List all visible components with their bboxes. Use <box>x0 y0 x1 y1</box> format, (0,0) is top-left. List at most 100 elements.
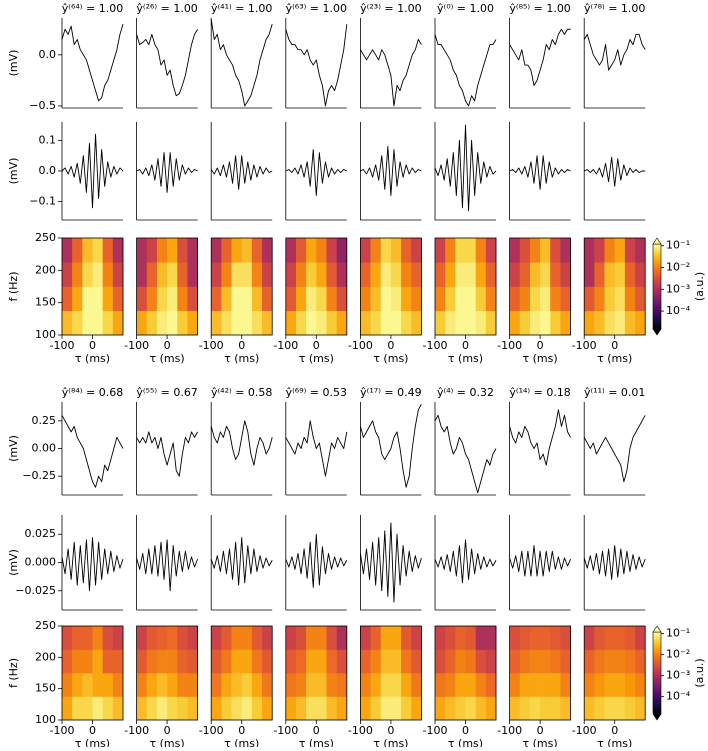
heat-cell <box>72 286 83 312</box>
colorbar-label: (a.u.) <box>693 658 706 687</box>
heat-cell <box>316 238 327 263</box>
heat-cell <box>475 286 487 312</box>
heat-cell <box>102 238 114 263</box>
heat-cell <box>92 673 103 697</box>
colorbar <box>652 631 662 715</box>
heat-cell <box>519 262 531 287</box>
trace <box>136 29 198 97</box>
heat-cell <box>262 626 273 650</box>
heat-cell <box>614 649 626 674</box>
heat-cell <box>221 238 232 263</box>
x-tick-label: 0 <box>89 724 96 737</box>
x-tick-label: 0 <box>238 339 245 352</box>
trace <box>434 414 497 494</box>
heat-cell <box>112 649 124 674</box>
heat-cell <box>295 673 307 697</box>
heat-cell <box>550 649 561 674</box>
heat-cell <box>635 286 646 312</box>
trace <box>434 34 497 107</box>
heat-cell <box>211 649 222 674</box>
heat-cell <box>560 626 571 650</box>
x-axis-label: τ (ms) <box>224 352 259 365</box>
heat-cell <box>370 696 382 721</box>
heat-cell <box>231 238 242 263</box>
heat-cell <box>167 286 178 312</box>
trace <box>210 537 273 586</box>
x-tick-label: -100 <box>348 339 373 352</box>
heat-cell <box>519 286 531 312</box>
heat-cell <box>604 286 615 312</box>
x-axis-label: τ (ms) <box>523 737 558 747</box>
heat-cell <box>136 696 148 721</box>
heat-cell <box>624 673 636 697</box>
heat-cell <box>519 649 531 674</box>
heat-cell <box>624 696 636 721</box>
heat-cell <box>624 262 636 287</box>
colorbar-tick-label: 10⁻² <box>666 648 690 661</box>
heat-cell <box>380 626 392 650</box>
heat-cell <box>306 649 317 674</box>
heat-cell <box>187 649 198 674</box>
heat-cell <box>455 238 466 263</box>
heat-cell <box>635 310 646 336</box>
x-tick-label: -100 <box>497 724 522 737</box>
heat-cell <box>411 238 422 263</box>
trace <box>434 539 497 584</box>
heat-cell <box>336 238 348 263</box>
heat-cell <box>370 286 382 312</box>
x-tick-label: 0 <box>238 724 245 737</box>
heat-cell <box>146 626 158 650</box>
heat-cell <box>411 286 422 312</box>
heat-cell <box>475 649 487 674</box>
heat-cell <box>465 238 476 263</box>
heat-cell <box>401 238 412 263</box>
heat-cell <box>316 286 327 312</box>
heat-cell <box>92 262 103 287</box>
y-tick-label: 0.025 <box>25 527 57 540</box>
heat-cell <box>156 262 168 287</box>
heat-cell <box>624 310 636 336</box>
heat-cell <box>136 238 148 263</box>
x-tick-label: -100 <box>572 339 597 352</box>
heat-cell <box>445 238 456 263</box>
heat-cell <box>509 673 521 697</box>
heat-cell <box>241 310 253 336</box>
trace <box>583 415 646 483</box>
x-tick-label: 0 <box>89 339 96 352</box>
y-tick-label: 150 <box>35 682 56 695</box>
heat-cell <box>102 286 114 312</box>
heat-cell <box>92 286 103 312</box>
heat-cell <box>102 626 114 650</box>
heat-cell <box>285 696 297 721</box>
heat-cell <box>146 673 158 697</box>
heat-cell <box>390 696 402 721</box>
heat-cell <box>411 626 422 650</box>
heat-cell <box>241 626 253 650</box>
heat-cell <box>262 286 273 312</box>
heat-cell <box>485 649 497 674</box>
y-tick-label: 250 <box>35 619 56 632</box>
heat-cell <box>529 649 541 674</box>
heat-cell <box>370 673 382 697</box>
x-tick-label: 0 <box>164 724 171 737</box>
heat-cell <box>401 673 412 697</box>
panel-title: ŷ⁽⁴²⁾ = 0.58 <box>211 386 272 399</box>
heat-cell <box>82 696 93 721</box>
x-tick-label: -100 <box>199 339 224 352</box>
heat-cell <box>295 238 307 263</box>
heat-cell <box>550 238 561 263</box>
y-tick-label: −0.025 <box>15 584 56 597</box>
heat-cell <box>251 262 263 287</box>
heat-cell <box>102 310 114 336</box>
heat-cell <box>62 673 73 697</box>
heat-cell <box>316 649 327 674</box>
heat-cell <box>82 310 93 336</box>
heat-cell <box>136 626 148 650</box>
heat-cell <box>187 238 198 263</box>
trace <box>285 149 348 196</box>
heat-cell <box>241 238 253 263</box>
heat-cell <box>251 673 263 697</box>
heat-cell <box>604 310 615 336</box>
trace <box>434 124 497 212</box>
heat-cell <box>251 649 263 674</box>
